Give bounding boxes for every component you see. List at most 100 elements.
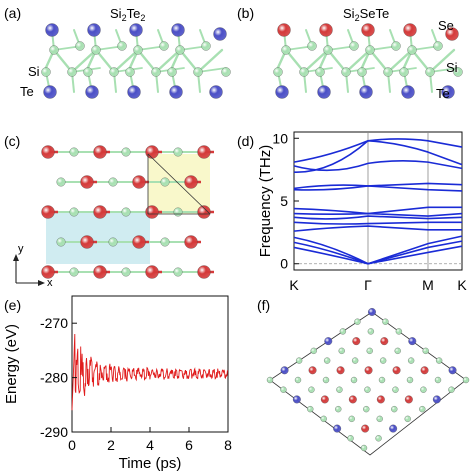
te-atom bbox=[359, 85, 373, 99]
se-atom bbox=[308, 366, 317, 375]
se-atom bbox=[41, 265, 55, 279]
se-atom bbox=[184, 235, 198, 249]
se-atom bbox=[197, 145, 211, 159]
se-atom bbox=[80, 175, 94, 189]
si-atom bbox=[336, 386, 343, 393]
phonon-branch bbox=[293, 235, 463, 265]
phonon-branch bbox=[293, 245, 463, 265]
si-atom bbox=[310, 347, 317, 355]
si-atom bbox=[160, 237, 170, 247]
te-atom bbox=[317, 85, 331, 99]
bond bbox=[94, 48, 116, 74]
si-atom-label: Si bbox=[28, 64, 40, 79]
se-atom bbox=[184, 175, 198, 189]
bond bbox=[386, 48, 414, 74]
si-atom bbox=[307, 405, 314, 413]
si-atom bbox=[175, 45, 185, 55]
se-atom bbox=[364, 366, 373, 375]
bond bbox=[429, 67, 459, 73]
si-atom bbox=[366, 347, 373, 355]
te-atom bbox=[401, 85, 415, 99]
si-atom bbox=[91, 45, 101, 55]
panel-a: (a) Si2Te2 Si Te bbox=[4, 5, 231, 99]
bond bbox=[368, 48, 390, 74]
x-tick-label: K bbox=[457, 277, 467, 293]
panel-c-label: (c) bbox=[4, 133, 20, 149]
bond bbox=[326, 48, 348, 74]
si-atom bbox=[69, 147, 79, 157]
se-atom bbox=[348, 395, 357, 404]
phonon-branch bbox=[293, 139, 463, 173]
supercell-boundary bbox=[269, 311, 467, 456]
bond bbox=[197, 67, 227, 73]
si-atom bbox=[404, 415, 411, 423]
si-atom bbox=[67, 67, 77, 77]
se-atom bbox=[41, 145, 55, 159]
phonon-branch bbox=[293, 225, 462, 232]
si-atom bbox=[350, 376, 358, 384]
si-atom bbox=[407, 357, 415, 364]
se-atom bbox=[93, 265, 107, 279]
si-atom bbox=[425, 67, 435, 77]
phonon-branch bbox=[293, 240, 463, 265]
panel-c: (c) y x bbox=[4, 133, 214, 289]
si-atom bbox=[173, 267, 183, 277]
se-atom bbox=[145, 205, 159, 219]
panel-e: (e) 0 2 4 6 8 -270 -280 -290 Time (ps) Energy (eV… bbox=[3, 295, 232, 472]
bond bbox=[196, 48, 224, 74]
te-atom bbox=[368, 308, 376, 316]
si-atom bbox=[341, 67, 351, 77]
te-atom bbox=[275, 85, 289, 99]
te-atom bbox=[389, 424, 398, 433]
si-atom bbox=[394, 347, 401, 355]
panel-b-title: Si2SeTe bbox=[343, 6, 389, 23]
phonon-branch bbox=[293, 212, 463, 217]
si-atom bbox=[315, 67, 325, 77]
bond bbox=[154, 48, 182, 74]
se-atom bbox=[132, 175, 146, 189]
te-atom bbox=[171, 23, 185, 37]
si-atom bbox=[406, 376, 414, 384]
si-atom bbox=[109, 67, 119, 77]
te-atom bbox=[85, 85, 99, 99]
y-tick-label: 5 bbox=[280, 193, 288, 209]
bond bbox=[178, 48, 200, 74]
x-tick-label: 0 bbox=[68, 437, 76, 453]
te-atom bbox=[169, 85, 183, 99]
si-atom bbox=[391, 405, 398, 413]
se-atom bbox=[319, 23, 333, 37]
x-tick-label: 4 bbox=[146, 437, 154, 453]
y-axis-label: Energy (eV) bbox=[3, 324, 20, 404]
si-atom bbox=[382, 318, 389, 325]
phonon-dispersion-chart: 0 5 10 K Γ M K Frequency (THz) bbox=[257, 130, 467, 293]
phonon-branch bbox=[293, 206, 462, 215]
se-atom bbox=[80, 235, 94, 249]
si-atom bbox=[367, 328, 375, 335]
si-atom bbox=[173, 207, 183, 217]
y-tick-label: 0 bbox=[280, 256, 288, 272]
x-tick-label: 8 bbox=[224, 437, 232, 453]
si-atom bbox=[56, 237, 66, 247]
se-atom bbox=[420, 366, 429, 375]
si-atom bbox=[351, 357, 359, 364]
si-atom bbox=[383, 67, 393, 77]
plot-frame bbox=[71, 295, 229, 433]
si-atom bbox=[49, 45, 59, 55]
si-atom bbox=[121, 207, 131, 217]
y-axis-label: Frequency (THz) bbox=[257, 145, 274, 258]
si-atom bbox=[349, 41, 359, 51]
si-atom bbox=[320, 415, 327, 423]
si-atom bbox=[462, 376, 470, 384]
si-atom bbox=[121, 267, 131, 277]
si-atom bbox=[364, 386, 371, 393]
si-atom bbox=[108, 237, 118, 247]
y-tick-label: -280 bbox=[40, 370, 68, 386]
te-atom bbox=[127, 85, 141, 99]
energy-trace bbox=[71, 333, 228, 411]
te-atom bbox=[209, 85, 223, 99]
se-atom bbox=[93, 205, 107, 219]
si-atom bbox=[391, 41, 401, 51]
bond bbox=[410, 48, 432, 74]
si-atom bbox=[281, 45, 291, 55]
aimd-energy-chart: 0 2 4 6 8 -270 -280 -290 Time (ps) Energy (eV) bbox=[3, 295, 232, 472]
